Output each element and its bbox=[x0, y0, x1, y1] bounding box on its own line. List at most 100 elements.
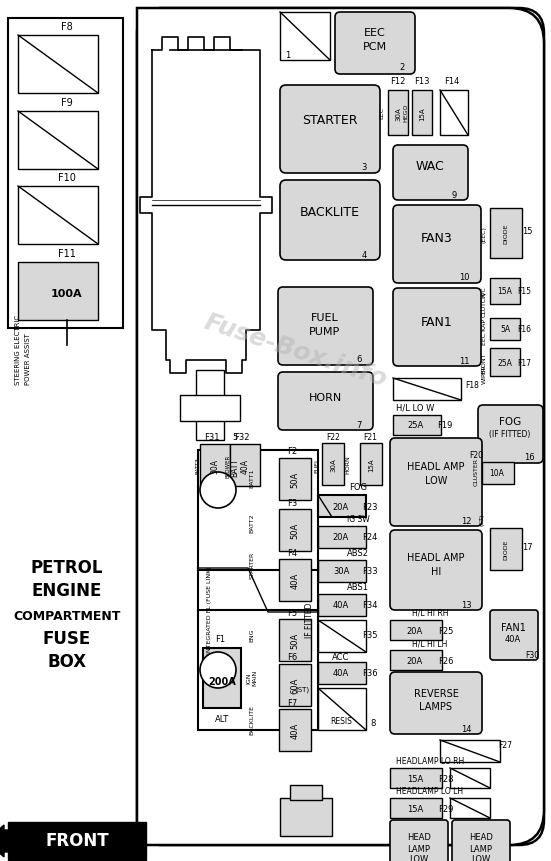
FancyBboxPatch shape bbox=[390, 672, 482, 734]
Text: F1: F1 bbox=[215, 635, 225, 645]
Text: F26: F26 bbox=[438, 656, 454, 666]
Text: 15A: 15A bbox=[407, 804, 423, 814]
Bar bbox=[393, 415, 441, 435]
Text: HORN: HORN bbox=[309, 393, 342, 403]
Text: F25: F25 bbox=[438, 627, 453, 635]
Text: Fuse-Box.info: Fuse-Box.info bbox=[201, 310, 390, 392]
Text: 3: 3 bbox=[361, 164, 367, 172]
FancyBboxPatch shape bbox=[452, 820, 510, 861]
FancyBboxPatch shape bbox=[278, 287, 373, 365]
Text: F20: F20 bbox=[469, 450, 483, 460]
Text: 13: 13 bbox=[461, 600, 472, 610]
Text: HEADLAMP LO RH: HEADLAMP LO RH bbox=[396, 758, 464, 766]
Bar bbox=[390, 798, 442, 818]
Text: 10A: 10A bbox=[489, 469, 504, 479]
Bar bbox=[490, 208, 522, 258]
Text: 11: 11 bbox=[460, 357, 470, 367]
Text: HEADLAMP LO LH: HEADLAMP LO LH bbox=[396, 788, 463, 796]
Text: HEGO: HEGO bbox=[403, 103, 408, 122]
Text: BLOWER: BLOWER bbox=[225, 455, 230, 478]
Text: EEC: EEC bbox=[364, 28, 386, 38]
Text: HI: HI bbox=[431, 567, 441, 577]
Bar bbox=[318, 662, 366, 684]
Text: FRONT: FRONT bbox=[45, 832, 109, 850]
Text: F19: F19 bbox=[437, 422, 453, 430]
Text: FOG: FOG bbox=[499, 417, 521, 427]
Text: 20A: 20A bbox=[333, 503, 349, 511]
FancyBboxPatch shape bbox=[390, 820, 448, 861]
Text: 60A: 60A bbox=[290, 678, 300, 694]
Text: WIPER: WIPER bbox=[482, 364, 487, 384]
FancyBboxPatch shape bbox=[335, 12, 415, 74]
Text: 25A: 25A bbox=[408, 422, 424, 430]
Bar bbox=[290, 785, 322, 800]
FancyBboxPatch shape bbox=[393, 288, 481, 366]
Text: 17: 17 bbox=[522, 543, 532, 553]
Text: F22: F22 bbox=[326, 433, 340, 443]
Bar bbox=[8, 822, 146, 860]
Text: 30A: 30A bbox=[330, 458, 336, 472]
Text: ALT: ALT bbox=[215, 715, 229, 724]
Text: F17: F17 bbox=[517, 358, 531, 368]
Bar bbox=[18, 262, 98, 320]
Text: F29: F29 bbox=[438, 804, 453, 814]
Bar bbox=[390, 650, 442, 670]
Text: STARTER: STARTER bbox=[250, 551, 255, 579]
Text: F35: F35 bbox=[362, 631, 378, 641]
Bar bbox=[279, 559, 311, 601]
Text: 7: 7 bbox=[356, 420, 362, 430]
Bar bbox=[279, 619, 311, 661]
Text: 30A: 30A bbox=[210, 459, 219, 474]
Text: LAMP: LAMP bbox=[408, 845, 430, 853]
Text: 15A: 15A bbox=[407, 775, 423, 784]
Text: F11: F11 bbox=[58, 249, 76, 259]
Text: RESIS: RESIS bbox=[330, 717, 352, 727]
Text: 40A: 40A bbox=[290, 573, 300, 589]
Text: PCM: PCM bbox=[363, 42, 387, 52]
Text: 5: 5 bbox=[233, 432, 237, 442]
FancyBboxPatch shape bbox=[280, 85, 380, 173]
Text: F23: F23 bbox=[362, 503, 378, 511]
Bar bbox=[490, 318, 520, 340]
Text: DIODE: DIODE bbox=[504, 540, 509, 561]
Text: HEAD: HEAD bbox=[407, 833, 431, 843]
Text: HEAD: HEAD bbox=[469, 833, 493, 843]
FancyBboxPatch shape bbox=[478, 405, 543, 463]
Text: 40A: 40A bbox=[505, 635, 521, 645]
FancyBboxPatch shape bbox=[278, 372, 373, 430]
Text: 4: 4 bbox=[362, 251, 367, 259]
Text: FUEL: FUEL bbox=[315, 457, 320, 473]
Text: 50A: 50A bbox=[290, 523, 300, 539]
Text: 100A: 100A bbox=[51, 289, 83, 299]
Text: 40A: 40A bbox=[333, 602, 349, 610]
Text: A/C: A/C bbox=[482, 287, 487, 297]
Text: BATT: BATT bbox=[230, 459, 240, 478]
Text: STEERING ELECTRIC: STEERING ELECTRIC bbox=[15, 315, 21, 385]
Bar bbox=[490, 278, 520, 304]
Text: LAMP: LAMP bbox=[469, 845, 493, 853]
Text: 6: 6 bbox=[356, 356, 362, 364]
Bar bbox=[279, 509, 311, 551]
Text: F13: F13 bbox=[414, 77, 430, 86]
Bar bbox=[200, 444, 230, 486]
Text: F2: F2 bbox=[287, 448, 297, 456]
Text: 15A: 15A bbox=[498, 288, 512, 296]
Bar bbox=[450, 768, 490, 788]
Text: BATT1: BATT1 bbox=[250, 468, 255, 487]
Text: IG SW: IG SW bbox=[347, 516, 369, 524]
Bar bbox=[322, 443, 344, 485]
Bar bbox=[390, 620, 442, 640]
Text: CLUTCH: CLUTCH bbox=[482, 293, 487, 318]
Text: 9: 9 bbox=[452, 190, 457, 200]
Text: FRONT: FRONT bbox=[482, 352, 487, 374]
Text: 10: 10 bbox=[460, 274, 470, 282]
Text: F36: F36 bbox=[362, 670, 378, 678]
Text: STARTER: STARTER bbox=[302, 114, 358, 127]
Text: 15: 15 bbox=[522, 227, 532, 237]
Bar bbox=[388, 90, 408, 135]
PathPatch shape bbox=[137, 8, 544, 845]
Text: 40A: 40A bbox=[240, 459, 250, 474]
Bar bbox=[18, 186, 98, 244]
Text: EEC: EEC bbox=[380, 107, 385, 119]
Bar bbox=[279, 709, 311, 751]
